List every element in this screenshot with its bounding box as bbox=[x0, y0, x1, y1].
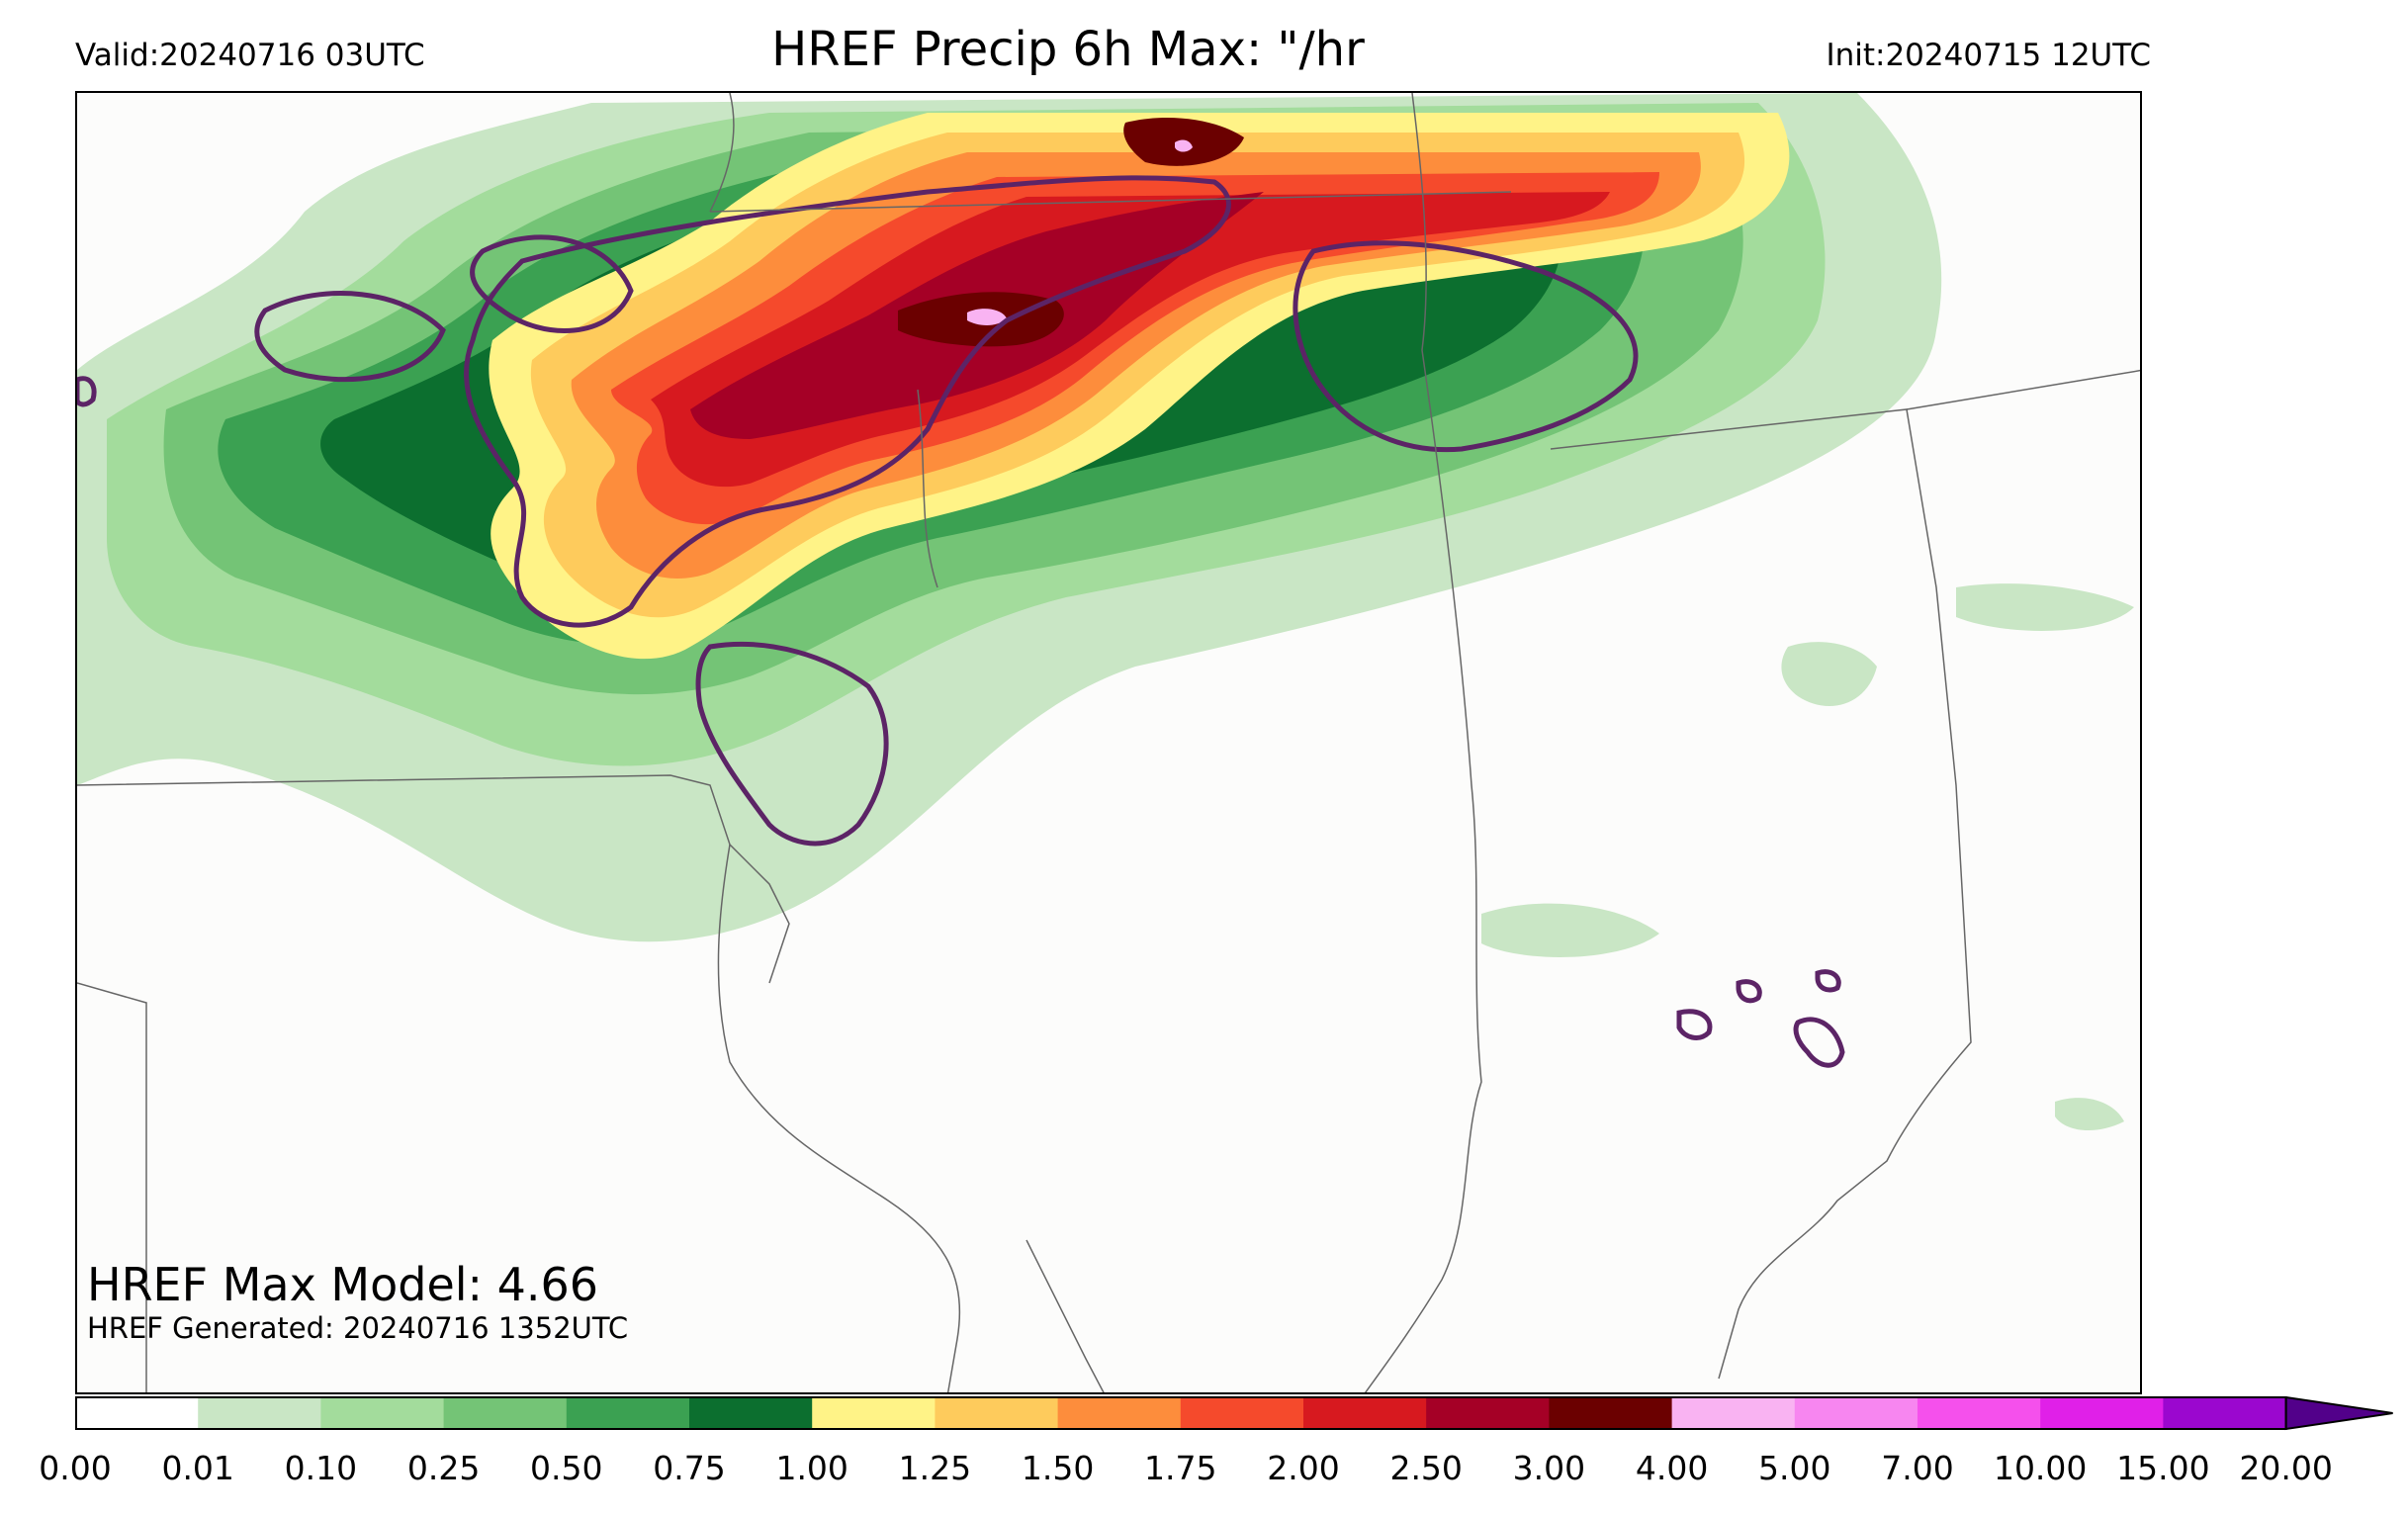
colorbar-segment bbox=[75, 1397, 199, 1429]
colorbar-segment bbox=[689, 1397, 813, 1429]
colorbar-segment bbox=[1180, 1397, 1304, 1429]
precip-2p00-area bbox=[651, 192, 1610, 488]
precip-map bbox=[75, 91, 2142, 1394]
colorbar-segment bbox=[198, 1397, 321, 1429]
colorbar-segment bbox=[1549, 1397, 1673, 1429]
colorbar-tick-label: 1.25 bbox=[898, 1449, 972, 1487]
generated-label: HREF Generated: 20240716 1352UTC bbox=[87, 1311, 629, 1345]
colorbar-segment bbox=[2040, 1397, 2164, 1429]
valid-time: Valid:20240716 03UTC bbox=[75, 38, 425, 73]
colorbar-segment bbox=[1794, 1397, 1918, 1429]
colorbar-segment bbox=[1917, 1397, 2041, 1429]
colorbar-outline bbox=[75, 1396, 2287, 1430]
chart-title: HREF Precip 6h Max: "/hr bbox=[771, 22, 1365, 77]
colorbar-tick-label: 7.00 bbox=[1881, 1449, 1954, 1487]
colorbar-tick-label: 0.25 bbox=[406, 1449, 481, 1487]
colorbar-segment bbox=[935, 1397, 1059, 1429]
colorbar-tick-label: 20.00 bbox=[2239, 1449, 2333, 1487]
colorbar-segment bbox=[443, 1397, 568, 1429]
max-model-label: HREF Max Model: 4.66 bbox=[87, 1258, 599, 1311]
colorbar-extend-arrow bbox=[2284, 1396, 2393, 1431]
colorbar-tick-label: 0.10 bbox=[284, 1449, 358, 1487]
colorbar-segment bbox=[566, 1397, 690, 1429]
colorbar-tick-label: 1.00 bbox=[775, 1449, 848, 1487]
precip-3p00-area bbox=[898, 118, 1244, 347]
colorbar-tick-label: 10.00 bbox=[1993, 1449, 2088, 1487]
colorbar-tick-label: 0.01 bbox=[161, 1449, 234, 1487]
colorbar-tick-label: 0.75 bbox=[653, 1449, 726, 1487]
colorbar-tick-label: 2.50 bbox=[1389, 1449, 1463, 1487]
colorbar-segment bbox=[1671, 1397, 1796, 1429]
state-borders bbox=[77, 93, 2140, 1392]
colorbar-tick-label: 3.00 bbox=[1512, 1449, 1586, 1487]
colorbar-segment bbox=[320, 1397, 445, 1429]
colorbar-tick-label: 1.50 bbox=[1021, 1449, 1095, 1487]
precip-se-cells bbox=[1481, 583, 2134, 1131]
init-time: Init:20240715 12UTC bbox=[1826, 38, 2151, 73]
colorbar-segment bbox=[812, 1397, 936, 1429]
colorbar-segment bbox=[1303, 1397, 1427, 1429]
colorbar-tick-label: 0.00 bbox=[39, 1449, 112, 1487]
colorbar-tick-label: 2.00 bbox=[1267, 1449, 1340, 1487]
probability-contours bbox=[77, 175, 1845, 1068]
colorbar-segment bbox=[1426, 1397, 1550, 1429]
colorbar-tick-label: 15.00 bbox=[2116, 1449, 2210, 1487]
colorbar-tick-label: 5.00 bbox=[1758, 1449, 1831, 1487]
precip-map-svg bbox=[77, 93, 2140, 1392]
colorbar bbox=[75, 1396, 2393, 1431]
colorbar-tick-label: 1.75 bbox=[1144, 1449, 1217, 1487]
colorbar-segment bbox=[2163, 1397, 2287, 1429]
colorbar-segment bbox=[1057, 1397, 1182, 1429]
colorbar-tick-label: 0.50 bbox=[530, 1449, 603, 1487]
colorbar-tick-label: 4.00 bbox=[1635, 1449, 1709, 1487]
